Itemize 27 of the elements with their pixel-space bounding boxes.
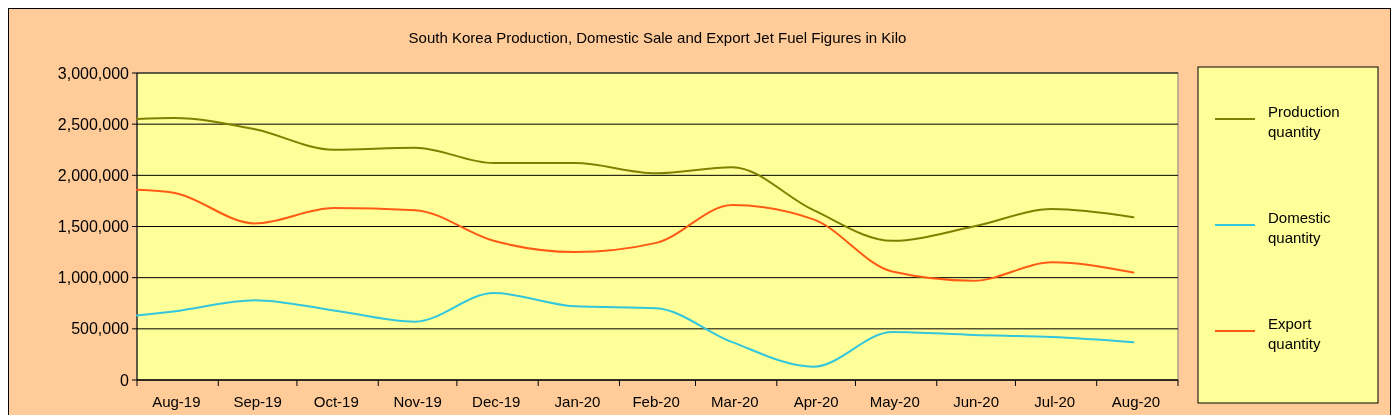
x-tick-label: Apr-20 [793,393,839,410]
y-tick-label: 1,000,000 [57,269,130,287]
y-tick-label: 3,000,000 [57,64,130,82]
y-tick-label: 2,000,000 [57,166,130,184]
chart-title: South Korea Production, Domestic Sale and Export Jet Fuel Figures in Kilo [408,29,907,46]
legend-label: Export quantity [1268,315,1322,352]
x-tick-label: Jul-20 [1034,393,1076,410]
x-tick-label: Sep-19 [233,393,282,410]
x-tick-label: Aug-19 [152,393,201,410]
legend-label: Production quantity [1268,103,1340,140]
line-series [136,117,1135,242]
x-tick-label: Jun-20 [953,393,1000,410]
legend-label: Domestic quantity [1268,209,1332,246]
x-tick-label: Nov-19 [393,393,442,410]
x-tick-label: Aug-20 [1111,393,1161,410]
x-tick-label: Oct-19 [313,393,359,410]
y-tick-label: 1,500,000 [57,218,130,236]
line-series [136,292,1135,368]
y-tick-label: 500,000 [71,320,130,338]
x-tick-label: May-20 [869,393,920,410]
x-tick-label: Dec-19 [472,393,521,410]
line-series [136,188,1135,282]
y-tick-label: 2,500,000 [57,115,130,133]
x-tick-label: Jan-20 [554,393,601,410]
x-tick-label: Feb-20 [632,393,680,410]
x-tick-label: Mar-20 [711,393,759,410]
y-tick-label: 0 [120,371,130,389]
